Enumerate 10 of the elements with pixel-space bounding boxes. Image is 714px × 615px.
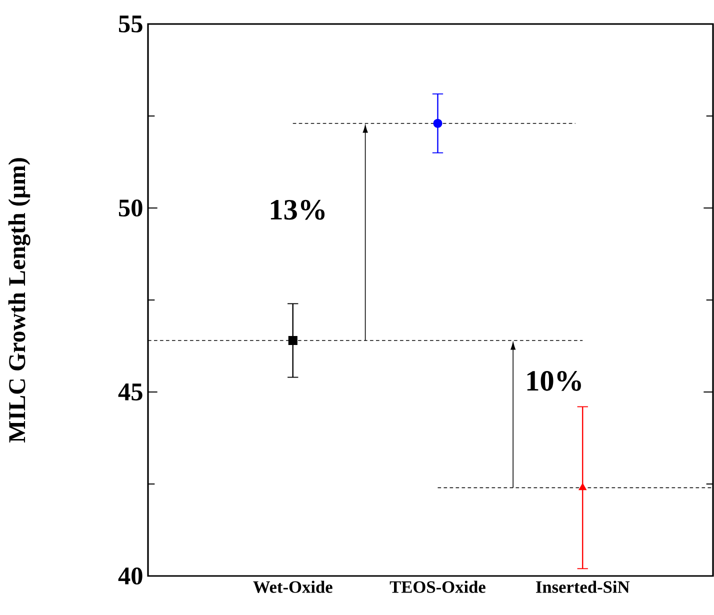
y-tick-label: 45 [118,384,142,400]
y-axis-title: MILC Growth Length (μm) [8,158,30,442]
x-tick-label: TEOS-Oxide [390,580,486,593]
annotation: 13% [270,200,325,220]
y-tick-label: 50 [118,199,142,217]
y-tick-label: 40 [118,567,142,585]
y-tick-label: 55 [118,16,142,32]
annotation: 10% [527,371,581,391]
x-tick-label: Wet-Oxide [253,580,332,594]
x-tick-label: Inserted-SiN [536,580,630,593]
